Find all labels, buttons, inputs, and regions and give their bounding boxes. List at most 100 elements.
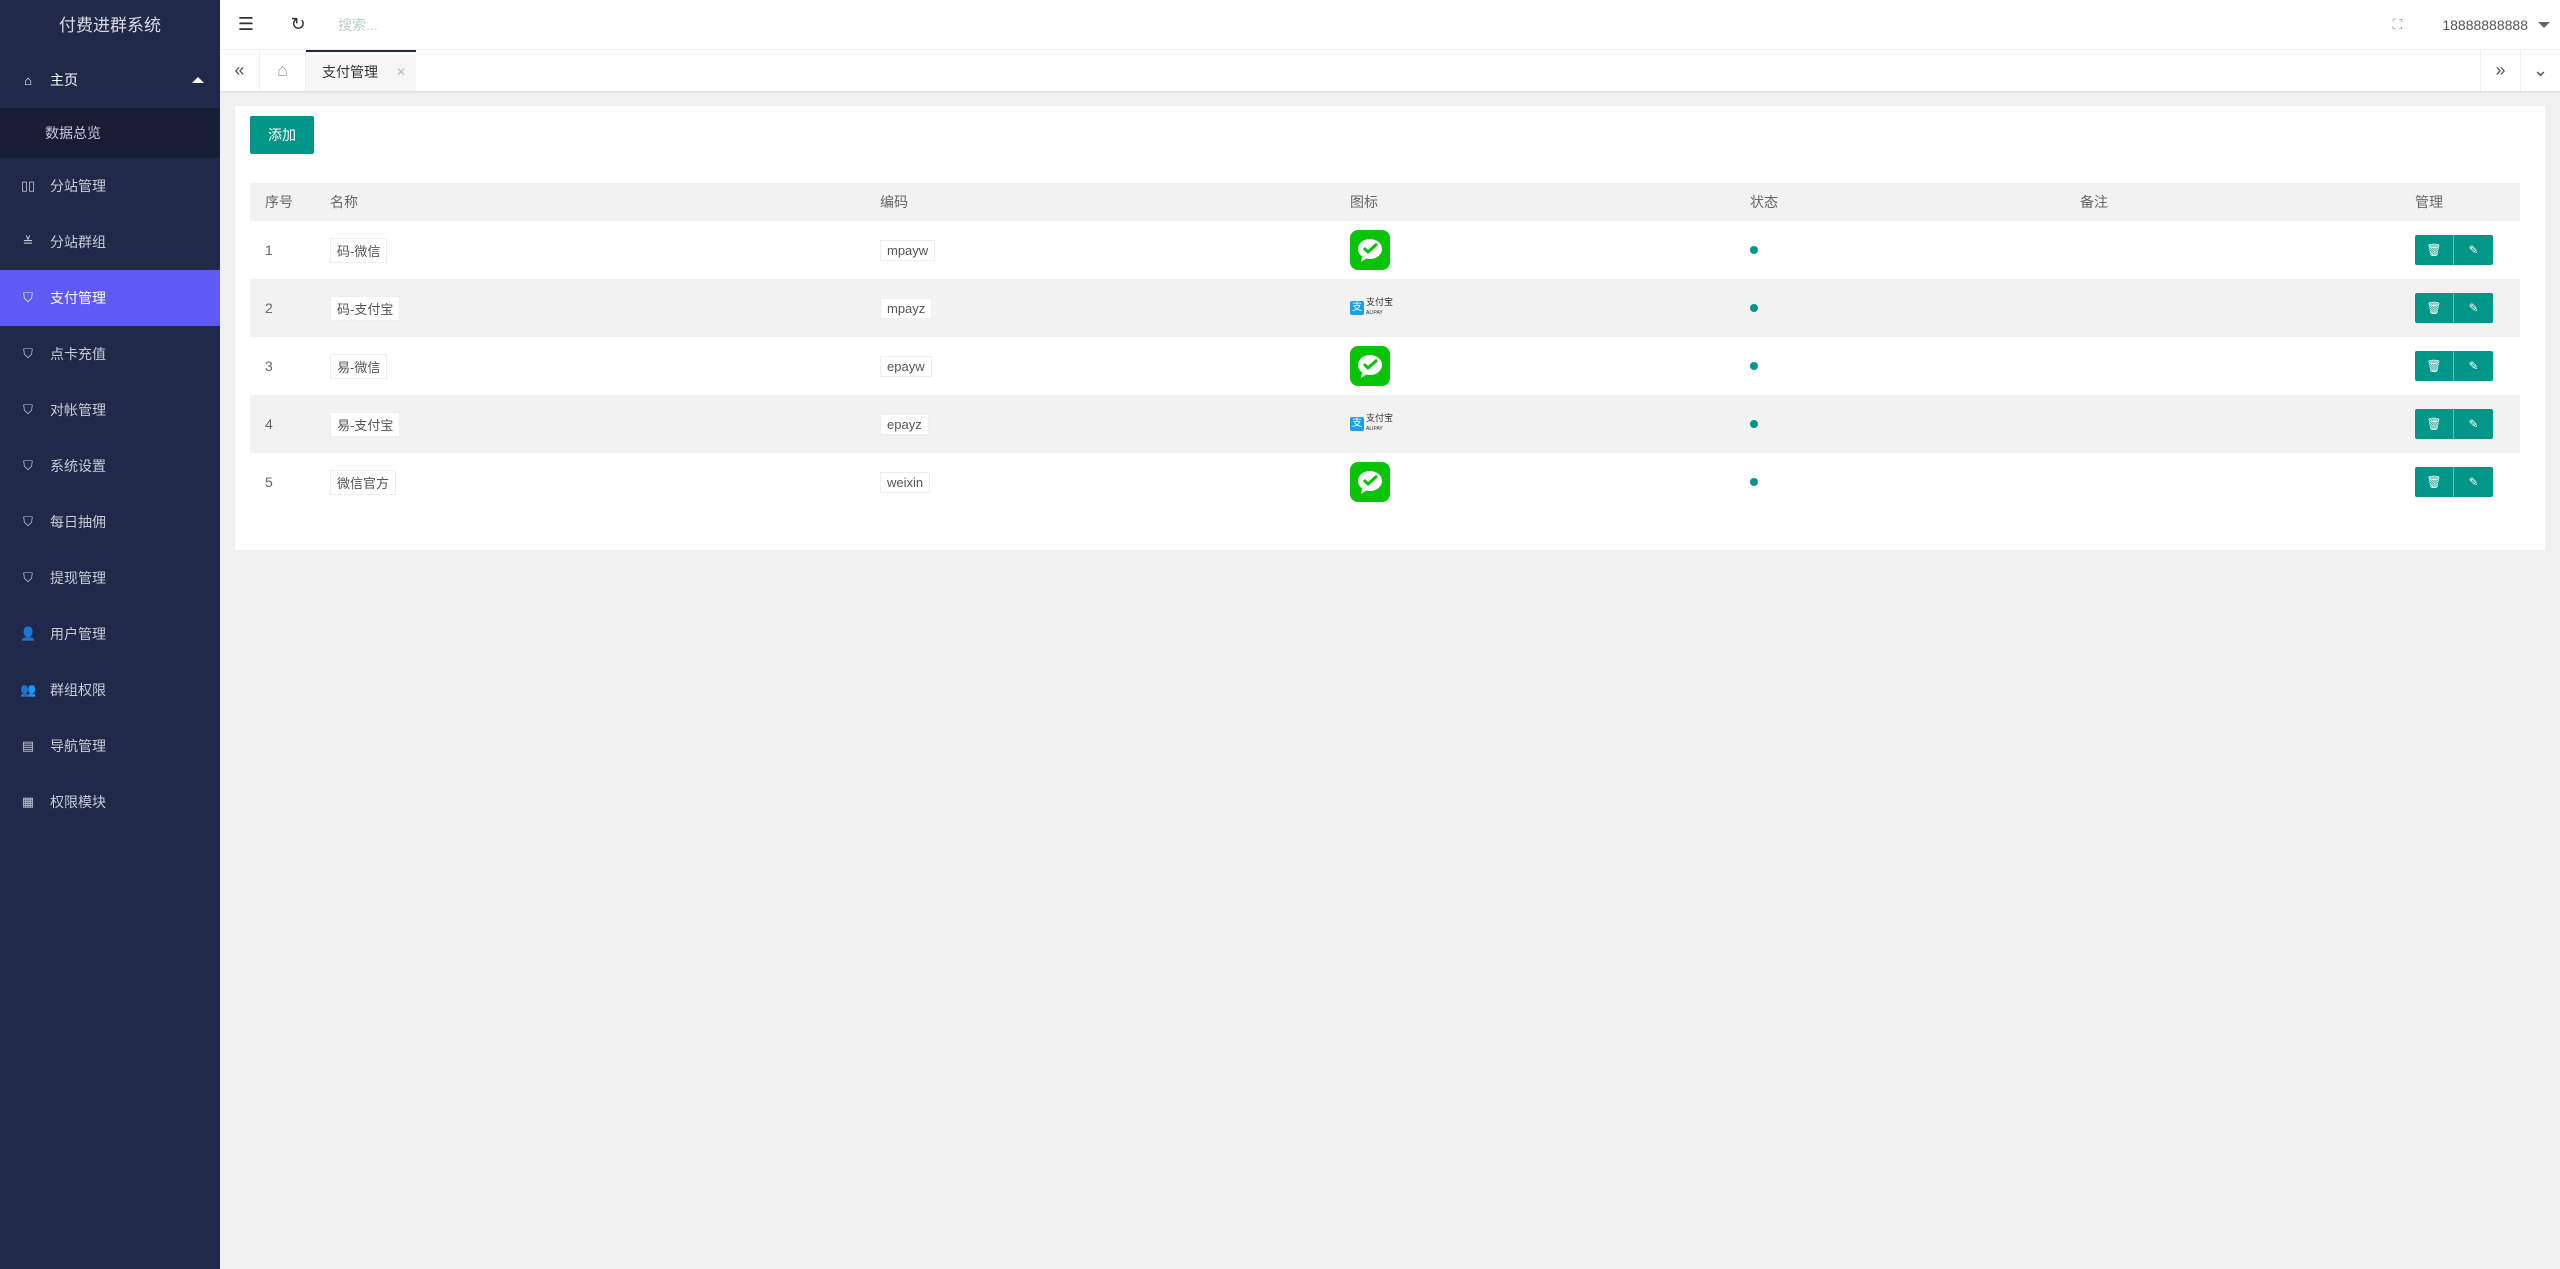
tab-label: 支付管理 [322, 63, 378, 80]
sidebar-item-label: 权限模块 [50, 794, 106, 810]
refresh-icon[interactable]: ↻ [290, 14, 306, 34]
tab-payment[interactable]: 支付管理 ✕ [306, 50, 416, 91]
caret-down-icon[interactable] [2538, 21, 2550, 28]
shield-check-icon: ⛉ [23, 458, 33, 473]
row-name: 码-微信 [330, 237, 388, 263]
caret-up-icon [192, 77, 204, 83]
sidebar-item-label: 点卡充值 [50, 346, 106, 362]
sidebar-item[interactable]: ▦ 权限模块 [0, 774, 220, 830]
row-code: mpayz [880, 297, 933, 319]
edit-button[interactable]: ✎ [2454, 409, 2493, 439]
status-dot [1750, 478, 1758, 486]
module-icon: ▦ [21, 794, 35, 809]
sidebar-subitem-overview[interactable]: 数据总览 [0, 108, 220, 158]
sidebar-item-home[interactable]: ⌂ 主页 [0, 52, 220, 108]
delete-button[interactable]: 🗑 [2415, 235, 2454, 265]
scroll-left-icon[interactable]: « [220, 50, 260, 91]
row-note [2065, 279, 2400, 337]
column-header: 名称 [315, 183, 865, 221]
sidebar: 付费进群系统 ⌂ 主页 数据总览 ▯▯ 分站管理 ≚ 分站群组 ⛉ 支付管理 ⛉ 点卡充值 ⛉ 对… [0, 0, 220, 1269]
user-menu[interactable]: 18888888888 [2442, 16, 2528, 33]
row-code: epayw [880, 355, 932, 377]
sidebar-item[interactable]: ⛉ 提现管理 [0, 550, 220, 606]
row-note [2065, 453, 2400, 511]
search-input[interactable] [338, 16, 538, 33]
table-row: 2 码-支付宝 mpayz 支支付宝 ALIPAY 🗑 ✎ [250, 279, 2520, 337]
sidebar-item[interactable]: 👥 群组权限 [0, 662, 220, 718]
wechat-pay-icon [1350, 346, 1390, 386]
delete-button[interactable]: 🗑 [2415, 293, 2454, 323]
sidebar-item[interactable]: ≚ 分站群组 [0, 214, 220, 270]
sidebar-item-label: 群组权限 [50, 682, 106, 698]
sidebar-item-label: 用户管理 [50, 626, 106, 642]
table-row: 4 易-支付宝 epayz 支支付宝 ALIPAY 🗑 ✎ [250, 395, 2520, 453]
column-header: 序号 [250, 183, 315, 221]
row-note [2065, 337, 2400, 395]
row-id: 3 [265, 358, 273, 374]
menu-toggle-icon[interactable]: ☰ [237, 14, 255, 34]
sidebar-item[interactable]: ⛉ 系统设置 [0, 438, 220, 494]
sidebar-item-label: 对帐管理 [50, 402, 106, 418]
fullscreen-icon[interactable]: ⛶ [2392, 16, 2403, 32]
add-button[interactable]: 添加 [250, 116, 314, 154]
column-header: 图标 [1335, 183, 1735, 221]
row-code: mpayw [880, 239, 936, 261]
users-icon: 👥 [20, 682, 37, 697]
tab-bar: « ⌂ 支付管理 ✕ » ⌄ [220, 50, 2560, 91]
row-name: 微信官方 [330, 469, 397, 495]
sidebar-item[interactable]: ⛉ 每日抽佣 [0, 494, 220, 550]
wechat-pay-icon [1350, 462, 1390, 502]
shield-check-icon: ⛉ [23, 514, 33, 529]
shield-check-icon: ⛉ [23, 402, 33, 417]
shield-check-icon: ⛉ [23, 570, 33, 585]
status-dot [1750, 304, 1758, 312]
column-header: 编码 [865, 183, 1335, 221]
delete-button[interactable]: 🗑 [2415, 467, 2454, 497]
row-note [2065, 395, 2400, 453]
row-name: 易-微信 [330, 353, 388, 379]
sidebar-item-label: 每日抽佣 [50, 514, 106, 530]
home-icon: ⌂ [24, 72, 32, 88]
edit-button[interactable]: ✎ [2454, 235, 2493, 265]
shield-check-icon: ⛉ [23, 290, 33, 305]
status-dot [1750, 420, 1758, 428]
edit-button[interactable]: ✎ [2454, 351, 2493, 381]
sidebar-item[interactable]: 👤 用户管理 [0, 606, 220, 662]
row-id: 1 [265, 242, 273, 258]
sliders-icon: ≚ [22, 234, 34, 249]
sidebar-item-label: 分站管理 [50, 178, 106, 194]
column-header: 管理 [2400, 183, 2520, 221]
close-icon[interactable]: ✕ [396, 64, 407, 79]
edit-button[interactable]: ✎ [2454, 467, 2493, 497]
app-title: 付费进群系统 [59, 16, 161, 35]
row-name: 易-支付宝 [330, 411, 401, 437]
sidebar-item-label: 系统设置 [50, 458, 106, 474]
status-dot [1750, 362, 1758, 370]
sidebar-item-label: 支付管理 [50, 290, 106, 306]
delete-button[interactable]: 🗑 [2415, 351, 2454, 381]
sidebar-item[interactable]: ▤ 导航管理 [0, 718, 220, 774]
sidebar-item-label: 主页 [50, 72, 78, 88]
sidebar-item[interactable]: ⛉ 对帐管理 [0, 382, 220, 438]
sidebar-item[interactable]: ⛉ 支付管理 [0, 270, 220, 326]
edit-button[interactable]: ✎ [2454, 293, 2493, 323]
sidebar-item-label: 分站群组 [50, 234, 106, 250]
delete-button[interactable]: 🗑 [2415, 409, 2454, 439]
payment-table: 序号 名称 编码 图标 状态 备注 管理 1 码-微信 mpayw 🗑 ✎ 2 码-支付宝 mp… [250, 183, 2520, 511]
row-id: 5 [265, 474, 273, 490]
column-header: 备注 [2065, 183, 2400, 221]
sidebar-item[interactable]: ⛉ 点卡充值 [0, 326, 220, 382]
sidebar-item[interactable]: ▯▯ 分站管理 [0, 158, 220, 214]
sidebar-item-label: 提现管理 [50, 570, 106, 586]
alipay-icon: 支支付宝 ALIPAY [1350, 297, 1394, 316]
alipay-icon: 支支付宝 ALIPAY [1350, 413, 1394, 432]
table-row: 1 码-微信 mpayw 🗑 ✎ [250, 221, 2520, 279]
row-note [2065, 221, 2400, 279]
table-row: 3 易-微信 epayw 🗑 ✎ [250, 337, 2520, 395]
row-code: weixin [880, 471, 931, 493]
home-tab-icon[interactable]: ⌂ [260, 50, 306, 91]
chevron-down-icon[interactable]: ⌄ [2520, 50, 2560, 91]
scroll-right-icon[interactable]: » [2480, 50, 2520, 91]
columns-icon: ▯▯ [20, 178, 36, 193]
row-code: epayz [880, 413, 929, 435]
